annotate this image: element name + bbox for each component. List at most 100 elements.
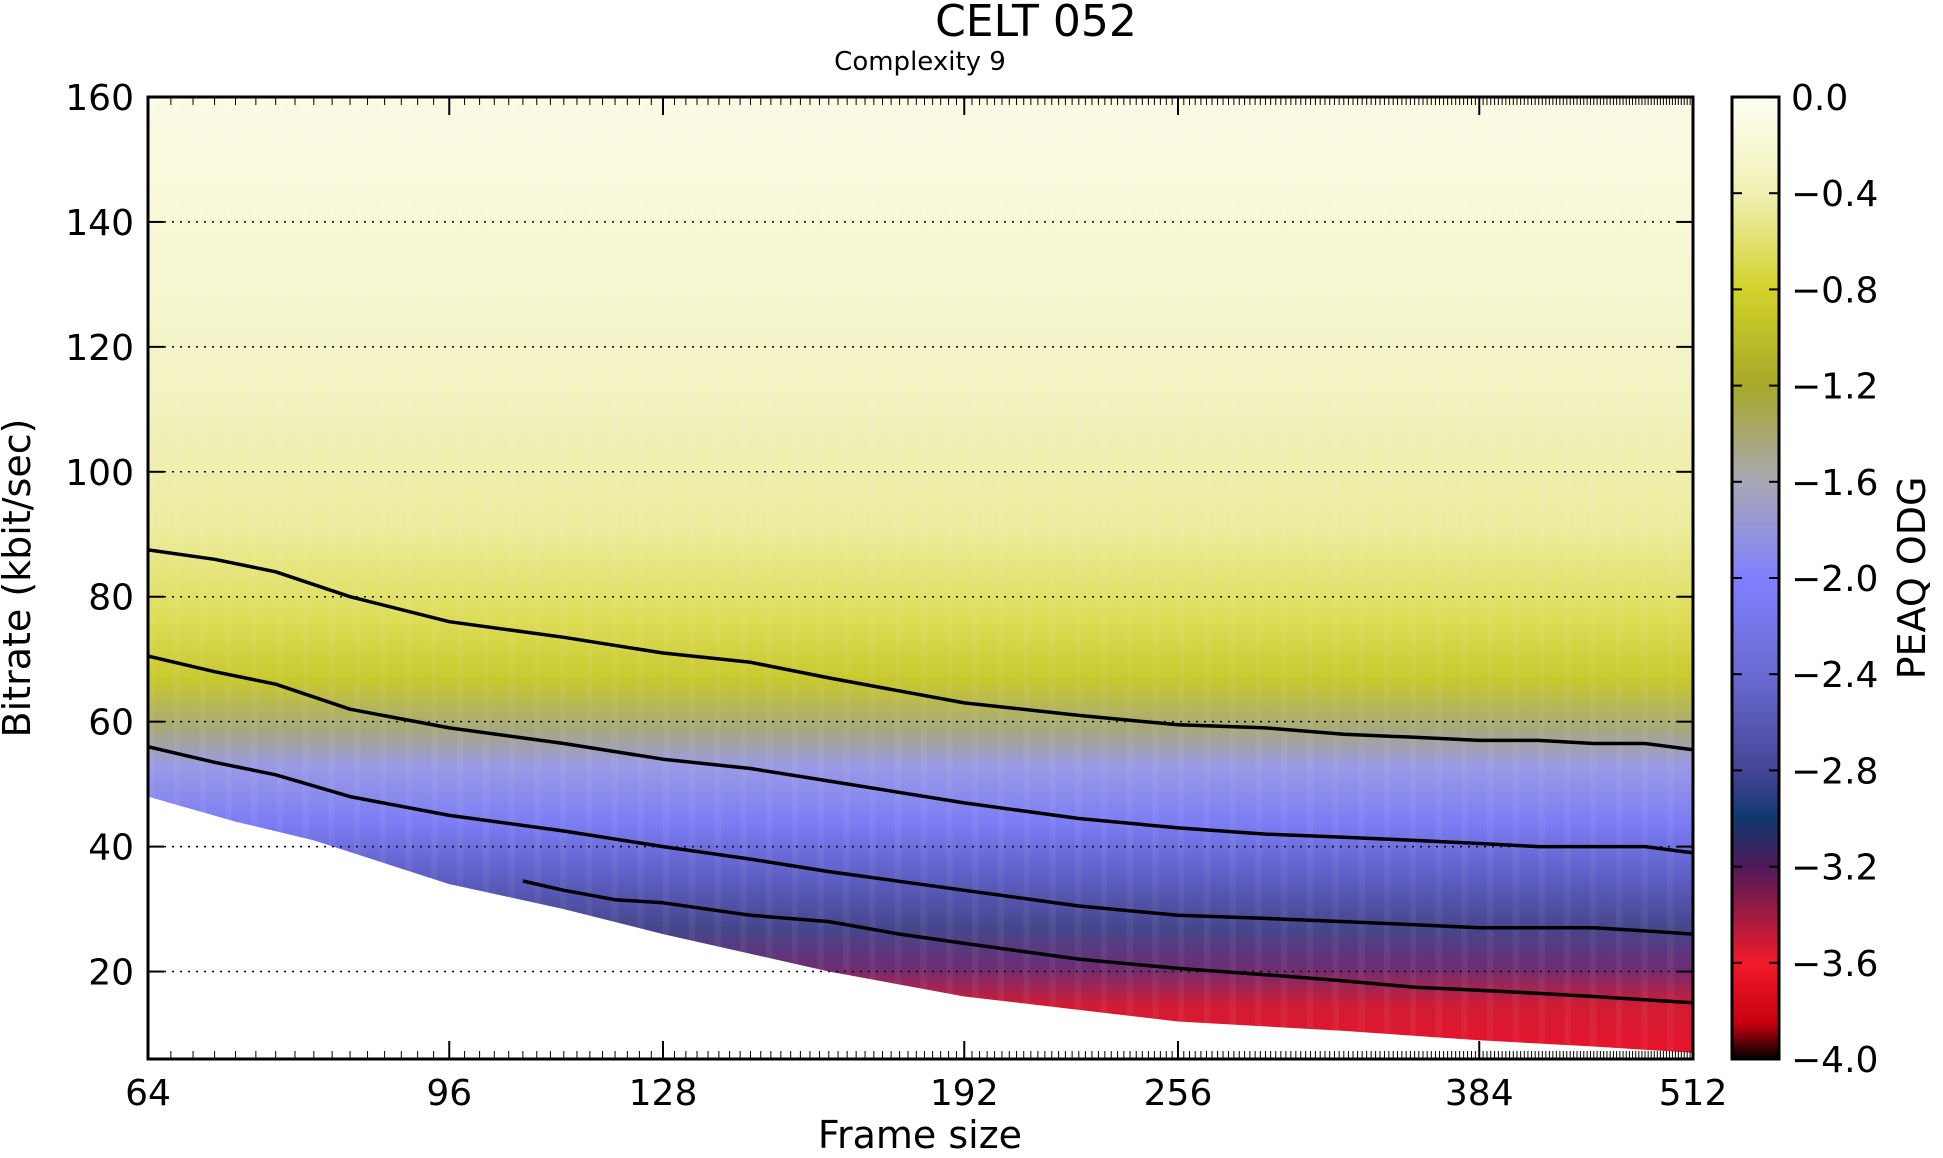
heatmap-stripe	[1100, 97, 1108, 1059]
colorbar-tick-label: −4.0	[1791, 1040, 1878, 1081]
heatmap-stripe	[1435, 97, 1442, 1059]
heatmap-stripe	[457, 97, 464, 1059]
heatmap-stripe	[199, 97, 206, 1059]
heatmap-region	[148, 97, 1693, 1053]
heatmap-stripe	[482, 97, 490, 1059]
heatmap-stripe	[688, 97, 696, 1059]
heatmap-stripe	[1255, 97, 1262, 1059]
colorbar-label: PEAQ ODG	[1890, 477, 1934, 680]
chart-title: CELT 052	[935, 0, 1137, 47]
heatmap-stripe	[1306, 97, 1314, 1059]
x-tick-label: 192	[930, 1073, 999, 1114]
heatmap-stripe	[173, 97, 181, 1059]
colorbar-tick-label: −3.2	[1791, 848, 1878, 889]
y-grid	[148, 221, 1693, 973]
heatmap-stripe	[997, 97, 1005, 1059]
heatmap-stripe	[1641, 97, 1648, 1059]
colorbar-tick-label: −2.0	[1791, 559, 1878, 600]
contour-line	[148, 744, 1693, 936]
heatmap-stripe	[663, 97, 670, 1059]
heatmap-stripe	[1049, 97, 1056, 1059]
y-tick-label: 160	[65, 78, 134, 119]
y-tick-label: 20	[88, 953, 134, 994]
heatmap-stripe	[1461, 97, 1468, 1059]
x-axis: 64 96 128 192 256 384 512	[125, 97, 1727, 1114]
heatmap-stripe	[1281, 97, 1288, 1059]
heatmap-stripe	[1409, 97, 1417, 1059]
x-axis-label: Frame size	[818, 1113, 1022, 1157]
heatmap-stripe	[1203, 97, 1211, 1059]
heatmap-stripe	[405, 97, 412, 1059]
heatmap-stripe	[560, 97, 567, 1059]
colorbar-tick-label: −0.4	[1791, 174, 1878, 215]
heatmap-stripe	[534, 97, 541, 1059]
heatmap-stripe	[585, 97, 593, 1059]
plot-frame	[146, 95, 1695, 1061]
colorbar-tick-label: −1.6	[1791, 463, 1878, 504]
heatmap-stripe	[1564, 97, 1571, 1059]
y-tick-label: 40	[88, 828, 134, 869]
heatmap-stripe	[843, 97, 850, 1059]
x-tick-label: 512	[1659, 1073, 1728, 1114]
y-axis: 20 40 60 80 100 120 140 160	[65, 78, 1693, 994]
heatmap-stripe	[920, 97, 927, 1059]
heatmap-stripe	[1152, 97, 1159, 1059]
heatmap-stripe	[302, 97, 309, 1059]
contour-line	[148, 548, 1693, 752]
y-tick-label: 140	[65, 203, 134, 244]
heatmap-stripe	[1075, 97, 1082, 1059]
heatmap-stripe	[1229, 97, 1236, 1059]
colorbar-ticks: 0.0 −0.4 −0.8 −1.2 −1.6 −2.0 −2.4 −2.8 −3.2 −3.6 −…	[1732, 78, 1878, 1081]
heatmap-stripe	[431, 97, 438, 1059]
y-tick-label: 60	[88, 703, 134, 744]
colorbar-tick-label: −2.4	[1791, 655, 1878, 696]
chart-subtitle: Complexity 9	[834, 47, 1006, 77]
heatmap-stripe	[1487, 97, 1494, 1059]
heatmap-stripe	[276, 97, 284, 1059]
y-axis-label: Bitrate (kbit/sec)	[0, 419, 39, 738]
x-tick-label: 128	[629, 1073, 698, 1114]
x-tick-label: 256	[1144, 1073, 1213, 1114]
colorbar-tick-label: −2.8	[1791, 751, 1878, 792]
heatmap-stripe	[251, 97, 258, 1059]
heatmap-stripe	[791, 97, 799, 1059]
colorbar-tick-label: −3.6	[1791, 944, 1878, 985]
heatmap-stripe	[1384, 97, 1391, 1059]
heatmap-stripe	[972, 97, 979, 1059]
heatmap-stripe	[817, 97, 824, 1059]
heatmap-stripes	[148, 97, 1674, 1059]
heatmap-stripe	[714, 97, 721, 1059]
heatmap-stripe	[1023, 97, 1030, 1059]
heatmap-stripe	[1178, 97, 1185, 1059]
x-tick-label: 64	[125, 1073, 171, 1114]
heatmap-stripe	[1615, 97, 1623, 1059]
heatmap-stripe	[508, 97, 515, 1059]
heatmap-stripe	[637, 97, 644, 1059]
heatmap-stripe	[379, 97, 387, 1059]
heatmap-stripe	[1667, 97, 1674, 1059]
heatmap-stripe	[611, 97, 618, 1059]
y-tick-label: 100	[65, 453, 134, 494]
x-tick-label: 384	[1445, 1073, 1514, 1114]
heatmap-stripe	[328, 97, 335, 1059]
heatmap-stripe	[766, 97, 773, 1059]
heatmap-stripe	[148, 97, 155, 1059]
heatmap-stripe	[740, 97, 747, 1059]
y-tick-label: 80	[88, 578, 134, 619]
colorbar-tick-label: −0.8	[1791, 270, 1878, 311]
heatmap-stripe	[894, 97, 902, 1059]
contour-line	[522, 879, 1693, 1005]
heatmap-stripe	[1126, 97, 1133, 1059]
heatmap-stripe	[869, 97, 876, 1059]
colorbar: 0.0 −0.4 −0.8 −1.2 −1.6 −2.0 −2.4 −2.8 −3.2 −3.6 −…	[1730, 78, 1934, 1081]
colorbar-tick-label: 0.0	[1791, 78, 1848, 119]
contour-lines	[148, 548, 1693, 1005]
heatmap-stripe	[1332, 97, 1339, 1059]
plot-area: 64 96 128 192 256 384 512 20 40 60 80 100 120 140 160	[65, 78, 1727, 1114]
colorbar-tick-label: −1.2	[1791, 367, 1878, 408]
heatmap-stripe	[1512, 97, 1520, 1059]
heatmap-stripe	[1590, 97, 1597, 1059]
x-tick-label: 96	[426, 1073, 472, 1114]
heatmap-stripe	[946, 97, 953, 1059]
